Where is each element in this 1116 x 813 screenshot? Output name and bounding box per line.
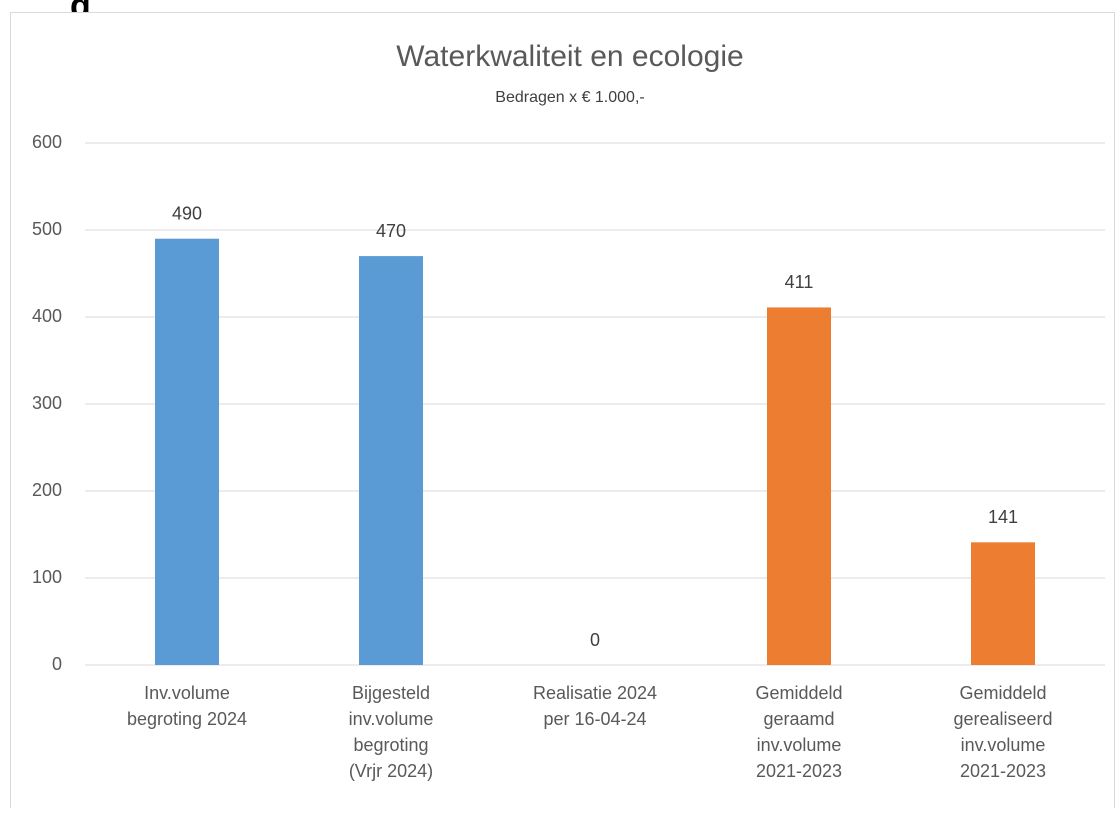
y-tick-label: 500 <box>32 219 62 239</box>
x-tick-label: per 16-04-24 <box>543 709 646 729</box>
chart-title: Waterkwaliteit en ecologie <box>396 40 743 73</box>
x-tick-label: inv.volume <box>349 709 434 729</box>
data-label: 141 <box>988 507 1018 527</box>
data-label: 411 <box>785 272 814 292</box>
x-tick-label: begroting <box>353 735 428 755</box>
x-tick-label: 2021-2023 <box>756 761 842 781</box>
y-tick-label: 600 <box>32 132 62 152</box>
x-tick-label: geraamd <box>763 709 834 729</box>
data-label: 470 <box>376 221 406 241</box>
y-tick-label: 0 <box>52 654 62 674</box>
x-tick-label: begroting 2024 <box>127 709 247 729</box>
y-tick-label: 400 <box>32 306 62 326</box>
x-tick-label: gerealiseerd <box>953 709 1052 729</box>
y-tick-label: 300 <box>32 393 62 413</box>
x-tick-label: Gemiddeld <box>755 683 842 703</box>
chart-subtitle: Bedragen x € 1.000,- <box>495 89 644 106</box>
x-tick-label: Gemiddeld <box>959 683 1046 703</box>
x-tick-label: inv.volume <box>757 735 842 755</box>
bar <box>971 542 1035 665</box>
x-tick-label: Realisatie 2024 <box>533 683 657 703</box>
x-tick-label: Inv.volume <box>144 683 230 703</box>
bar <box>155 238 219 665</box>
bar <box>359 256 423 665</box>
x-tick-label: 2021-2023 <box>960 761 1046 781</box>
data-label: 490 <box>172 203 202 223</box>
y-tick-label: 200 <box>32 480 62 500</box>
x-tick-label: Bijgesteld <box>352 683 430 703</box>
x-tick-label: (Vrjr 2024) <box>349 761 433 781</box>
y-tick-label: 100 <box>32 567 62 587</box>
x-tick-label: inv.volume <box>961 735 1046 755</box>
data-label: 0 <box>590 630 600 650</box>
bar <box>767 307 831 665</box>
